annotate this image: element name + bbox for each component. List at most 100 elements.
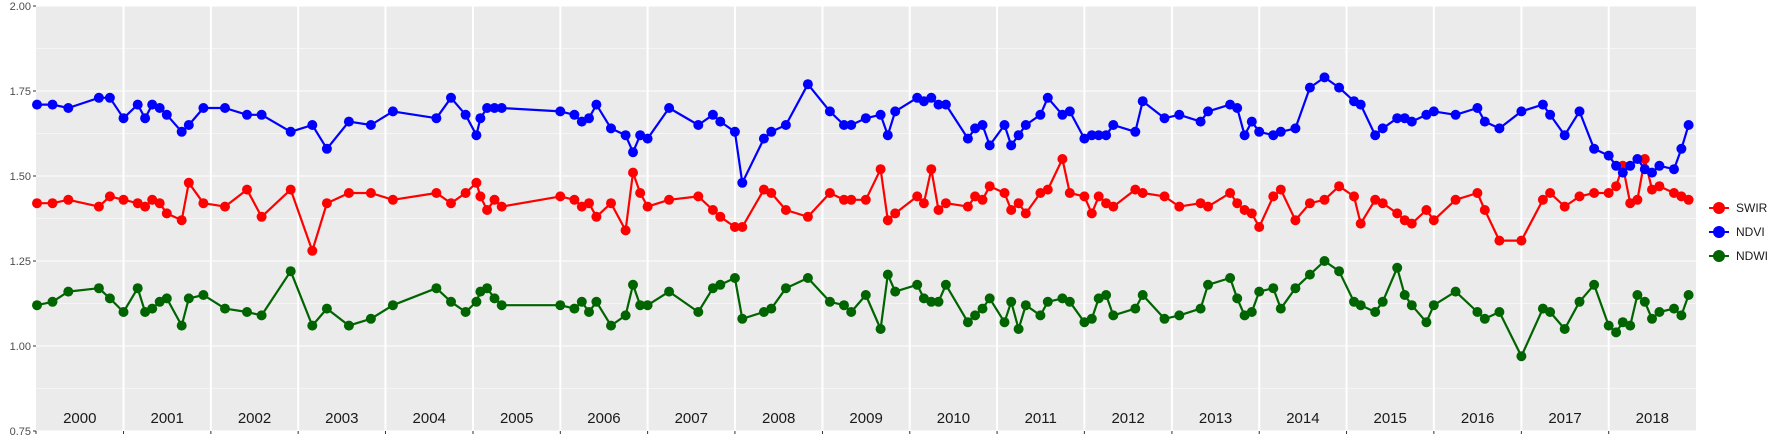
data-point-swir bbox=[1603, 188, 1614, 198]
data-point-swir bbox=[242, 184, 252, 195]
data-point-swir bbox=[926, 164, 937, 175]
y-tick-label: 1.25 bbox=[10, 256, 31, 268]
data-point-ndwi bbox=[999, 317, 1010, 328]
data-point-ndwi bbox=[1254, 286, 1265, 297]
data-point-swir bbox=[118, 194, 129, 205]
data-point-swir bbox=[496, 201, 507, 212]
data-point-ndwi bbox=[875, 324, 886, 334]
data-point-ndvi bbox=[471, 130, 482, 141]
data-point-ndvi bbox=[343, 116, 354, 127]
data-point-swir bbox=[918, 198, 929, 209]
data-point-ndvi bbox=[875, 109, 886, 120]
data-point-swir bbox=[183, 177, 194, 188]
data-point-ndwi bbox=[32, 300, 42, 311]
data-point-ndvi bbox=[1617, 167, 1628, 178]
data-point-ndvi bbox=[1377, 123, 1388, 134]
data-point-ndvi bbox=[962, 133, 973, 144]
data-point-ndvi bbox=[285, 126, 296, 137]
data-point-ndwi bbox=[285, 266, 296, 277]
data-point-ndwi bbox=[1683, 290, 1694, 300]
data-point-ndwi bbox=[1639, 296, 1650, 307]
data-point-ndwi bbox=[890, 286, 901, 297]
data-point-ndvi bbox=[1676, 143, 1687, 154]
data-point-ndwi bbox=[147, 303, 158, 314]
data-point-swir bbox=[1275, 184, 1286, 195]
data-point-ndwi bbox=[839, 300, 849, 311]
data-point-swir bbox=[1428, 215, 1439, 226]
data-point-ndwi bbox=[912, 279, 923, 290]
data-point-ndvi bbox=[1319, 72, 1330, 83]
data-point-ndwi bbox=[1334, 266, 1345, 277]
data-point-ndvi bbox=[1254, 126, 1265, 137]
data-point-ndvi bbox=[1042, 92, 1053, 103]
data-point-ndvi bbox=[1355, 99, 1366, 110]
data-point-swir bbox=[635, 188, 646, 198]
data-point-ndvi bbox=[926, 92, 937, 103]
data-point-swir bbox=[1254, 222, 1265, 232]
legend-item-swir: SWIR bbox=[1708, 196, 1770, 220]
data-point-swir bbox=[285, 184, 296, 195]
legend: SWIR NDVI NDWI bbox=[1708, 196, 1770, 268]
data-point-ndwi bbox=[693, 307, 704, 317]
data-point-ndwi bbox=[766, 303, 777, 314]
data-point-swir bbox=[977, 194, 988, 205]
data-point-ndvi bbox=[693, 120, 704, 130]
data-point-ndvi bbox=[132, 99, 143, 110]
data-point-swir bbox=[307, 245, 318, 256]
data-point-ndvi bbox=[780, 120, 791, 130]
year-label: 2005 bbox=[500, 410, 533, 427]
data-point-ndwi bbox=[242, 307, 252, 317]
data-point-swir bbox=[1006, 205, 1017, 215]
legend-key-ndvi bbox=[1708, 224, 1730, 240]
data-point-swir bbox=[846, 194, 857, 205]
data-point-ndwi bbox=[1479, 313, 1490, 324]
data-point-ndvi bbox=[1669, 164, 1679, 175]
data-point-ndvi bbox=[176, 126, 187, 137]
data-point-ndvi bbox=[890, 106, 901, 117]
data-point-ndwi bbox=[1669, 303, 1679, 314]
data-point-ndvi bbox=[1494, 123, 1505, 134]
data-point-swir bbox=[1450, 194, 1461, 205]
data-point-ndvi bbox=[1450, 109, 1461, 120]
data-point-ndvi bbox=[93, 92, 104, 103]
data-point-ndwi bbox=[1174, 310, 1185, 321]
data-point-ndwi bbox=[1203, 279, 1213, 290]
data-point-swir bbox=[1472, 188, 1483, 198]
data-point-ndvi bbox=[475, 113, 486, 124]
data-point-swir bbox=[1304, 198, 1315, 209]
year-label: 2002 bbox=[238, 410, 271, 427]
data-point-ndvi bbox=[140, 113, 151, 124]
data-point-ndwi bbox=[1290, 283, 1301, 294]
year-label: 2006 bbox=[587, 410, 620, 427]
series-ndvi bbox=[32, 72, 1694, 188]
data-point-swir bbox=[1370, 194, 1381, 205]
data-point-ndvi bbox=[1275, 126, 1286, 137]
data-point-swir bbox=[471, 177, 482, 188]
data-point-swir bbox=[737, 222, 748, 232]
data-point-swir bbox=[707, 205, 718, 215]
data-point-ndwi bbox=[1355, 300, 1366, 311]
data-point-swir bbox=[1683, 194, 1694, 205]
data-point-ndwi bbox=[387, 300, 398, 311]
data-point-swir bbox=[1589, 188, 1600, 198]
legend-item-ndvi: NDVI bbox=[1708, 220, 1770, 244]
data-point-ndvi bbox=[1035, 109, 1046, 120]
data-point-ndvi bbox=[256, 109, 267, 120]
data-point-swir bbox=[591, 211, 602, 222]
year-label: 2004 bbox=[413, 410, 446, 427]
data-point-ndwi bbox=[628, 279, 638, 290]
year-label: 2012 bbox=[1111, 410, 1144, 427]
data-point-ndvi bbox=[1093, 130, 1104, 141]
data-point-swir bbox=[1079, 191, 1090, 202]
data-point-ndwi bbox=[977, 303, 988, 314]
data-point-ndvi bbox=[1268, 130, 1279, 141]
data-point-swir bbox=[1574, 191, 1585, 202]
data-point-ndvi bbox=[606, 123, 616, 134]
data-point-ndvi bbox=[321, 143, 332, 154]
data-point-ndvi bbox=[1683, 120, 1694, 130]
data-point-ndvi bbox=[1537, 99, 1548, 110]
data-point-ndvi bbox=[1559, 130, 1570, 141]
data-point-ndwi bbox=[1654, 307, 1665, 317]
data-point-swir bbox=[940, 198, 951, 209]
legend-key-swir bbox=[1708, 200, 1730, 216]
